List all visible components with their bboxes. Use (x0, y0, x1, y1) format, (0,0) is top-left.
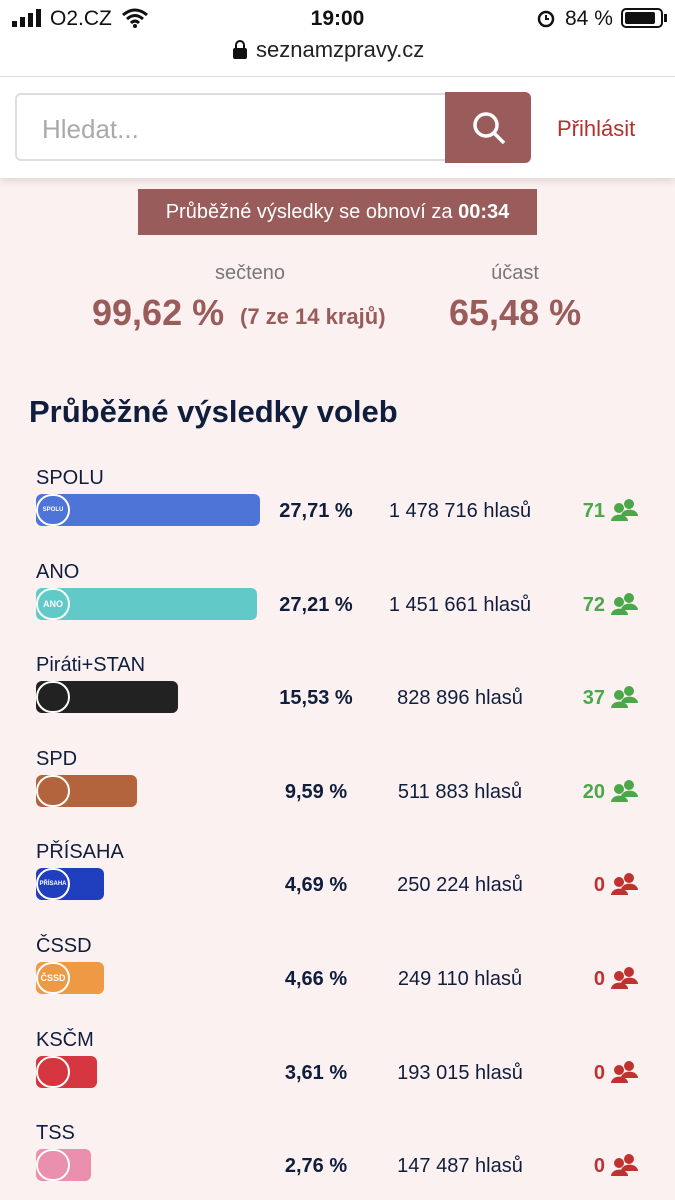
heading: Průběžné výsledky voleb (29, 394, 398, 429)
percent: 4,66 % (284, 968, 348, 990)
signal-icon (12, 9, 41, 27)
seats: 20 (582, 780, 605, 803)
percent: 27,21 % (279, 593, 353, 616)
bar (36, 1055, 97, 1088)
votes: 250 224 hlasů (397, 874, 523, 897)
seats-icon (611, 499, 638, 521)
percent: 9,59 % (284, 780, 348, 803)
bar (36, 681, 178, 714)
party-name: SPD (36, 747, 78, 770)
countdown: 00:34 (458, 201, 510, 223)
url: seznamzpravy.cz (256, 37, 425, 62)
battery-icon (621, 8, 667, 28)
party-name: ČSSD (36, 935, 92, 957)
clock: 19:00 (310, 7, 365, 30)
counted-value: 99,62 % (92, 292, 225, 333)
votes: 193 015 hlasů (397, 1061, 523, 1084)
seats-icon (611, 592, 638, 615)
seats: 72 (582, 593, 605, 616)
party-logo (36, 1149, 70, 1182)
party-logo: PŘÍSAHA (36, 868, 70, 901)
search-input[interactable]: Hledat... (15, 93, 445, 161)
seats-icon (611, 1060, 638, 1083)
seats: 37 (582, 687, 605, 710)
seats: 0 (593, 968, 605, 990)
seats: 0 (593, 874, 605, 897)
bar (36, 774, 138, 807)
bar: ANO (36, 587, 258, 620)
seats-icon (611, 967, 638, 989)
bar: PŘÍSAHA (36, 868, 104, 901)
party-name: SPOLU (36, 467, 104, 489)
seats: 0 (593, 1061, 605, 1084)
seats-icon (611, 1154, 638, 1177)
bar: SPOLU (36, 494, 261, 526)
party-name: Piráti+STAN (36, 654, 146, 677)
percent: 2,76 % (284, 1155, 348, 1178)
votes: 249 110 hlasů (397, 968, 523, 990)
search-button[interactable] (445, 92, 531, 163)
search-icon (473, 112, 506, 145)
votes: 511 883 hlasů (397, 780, 523, 803)
banner-text: Průběžné výsledky se obnoví za (165, 201, 453, 223)
turnout-label: účast (491, 262, 539, 284)
percent: 15,53 % (279, 687, 353, 710)
party-logo: SPOLU (36, 494, 70, 526)
carrier: O2.CZ (50, 7, 112, 30)
bar: ČSSD (36, 962, 104, 994)
party-logo: ANO (36, 587, 70, 620)
party-name: ANO (36, 560, 80, 583)
votes: 1 478 716 hlasů (388, 500, 532, 522)
seats-icon (611, 686, 638, 709)
divider (0, 76, 675, 77)
counted-label: sečteno (214, 262, 286, 284)
party-name: TSS (36, 1122, 75, 1145)
bar (36, 1149, 91, 1182)
votes: 147 487 hlasů (397, 1155, 523, 1178)
party-logo: ČSSD (36, 962, 70, 994)
party-logo (36, 681, 70, 714)
header: O2.CZ 19:00 84 % seznamzpravy.cz Hledat.… (0, 0, 675, 178)
percent: 3,61 % (284, 1061, 348, 1084)
refresh-banner: Průběžné výsledky se obnoví za 00:34 (138, 189, 537, 235)
party-name: KSČM (36, 1028, 94, 1051)
seats: 71 (582, 500, 605, 522)
lock-icon (233, 40, 247, 59)
counted-note: (7 ze 14 krajů) (240, 304, 386, 329)
votes: 1 451 661 hlasů (388, 593, 532, 616)
search-placeholder: Hledat... (42, 114, 139, 144)
seats-icon (611, 779, 638, 802)
seats: 0 (593, 1155, 605, 1178)
party-logo (36, 1055, 70, 1088)
votes: 828 896 hlasů (397, 687, 523, 710)
party-logo (36, 774, 70, 807)
turnout-value: 65,48 % (449, 292, 582, 333)
seats-icon (611, 873, 638, 896)
party-name: PŘÍSAHA (36, 841, 124, 864)
wifi-icon (122, 8, 148, 28)
percent: 4,69 % (284, 874, 348, 897)
login-link[interactable]: Přihlásit (557, 116, 636, 141)
alarm-icon (537, 10, 555, 28)
percent: 27,71 % (279, 500, 353, 522)
battery-percent: 84 % (565, 7, 613, 30)
